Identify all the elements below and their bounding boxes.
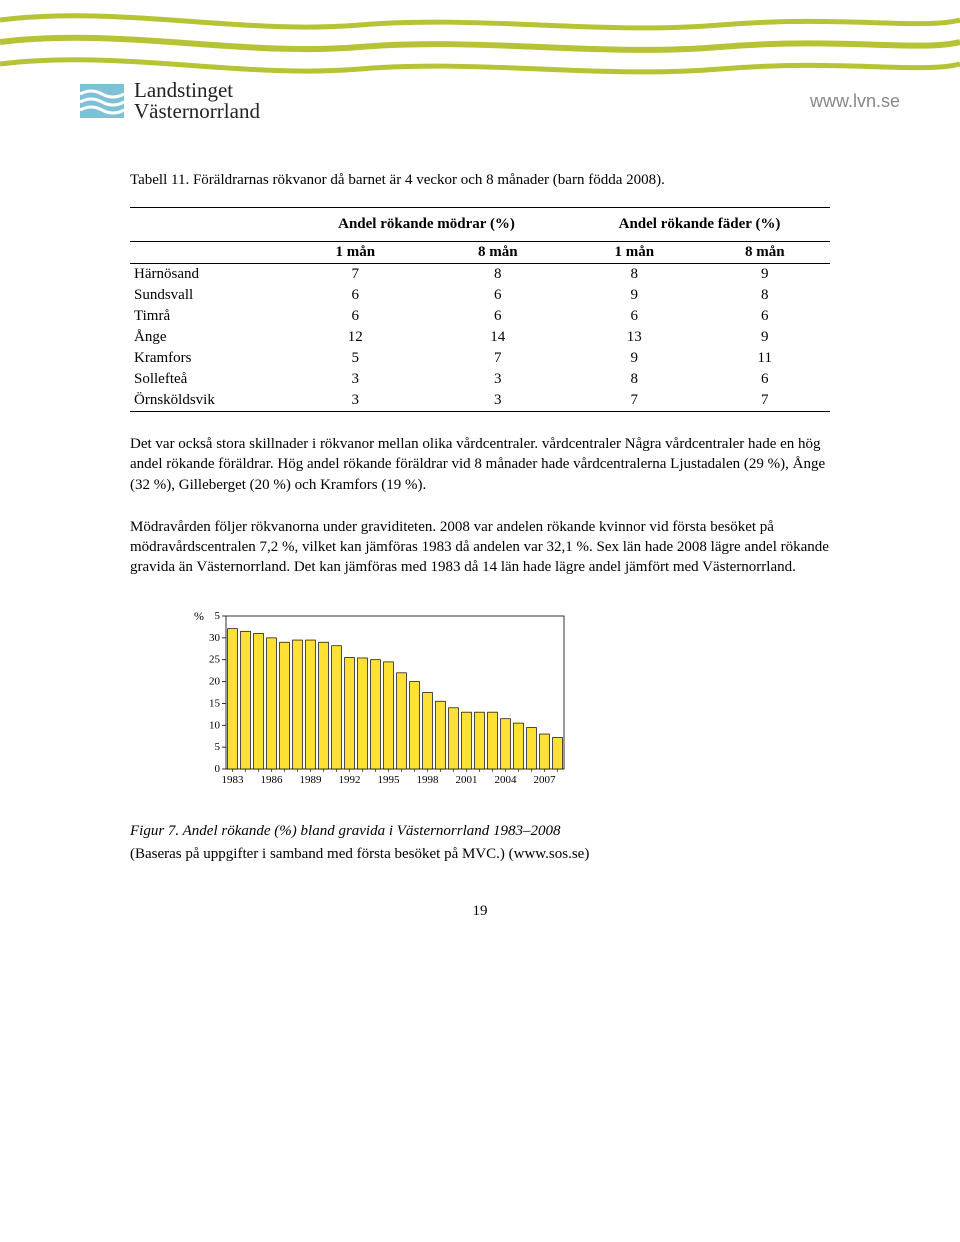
table-row: Örnsköldsvik3377: [130, 390, 830, 412]
table-row: Ånge1214139: [130, 327, 830, 348]
svg-text:10: 10: [209, 719, 221, 731]
cell-m8: 3: [427, 390, 570, 412]
cell-m8: 7: [427, 348, 570, 369]
cell-m8: 6: [427, 306, 570, 327]
org-name-line2: Västernorrland: [134, 101, 260, 122]
table-body: Härnösand7889Sundsvall6698Timrå6666Ånge1…: [130, 264, 830, 412]
cell-m8: 8: [427, 264, 570, 286]
data-table: Andel rökande mödrar (%) Andel rökande f…: [130, 207, 830, 412]
row-label: Ånge: [130, 327, 284, 348]
cell-f8: 9: [700, 264, 830, 286]
cell-m1: 3: [284, 390, 427, 412]
cell-f8: 9: [700, 327, 830, 348]
cell-m1: 5: [284, 348, 427, 369]
table-row: Sollefteå3386: [130, 369, 830, 390]
svg-text:1989: 1989: [300, 774, 323, 786]
cell-f1: 7: [569, 390, 699, 412]
table-header-subcols: 1 mån 8 mån 1 mån 8 mån: [130, 242, 830, 264]
subcol-3: 1 mån: [569, 242, 699, 264]
bar-chart: 0 5 10 15 20 25 30 5% 1983 1986 1989 1992 1995 1998 20…: [190, 608, 610, 793]
svg-text:1995: 1995: [378, 774, 401, 786]
figure-source: (Baseras på uppgifter i samband med förs…: [130, 846, 830, 863]
svg-text:0: 0: [215, 763, 221, 775]
cell-f1: 8: [569, 264, 699, 286]
cell-m8: 6: [427, 285, 570, 306]
svg-text:5: 5: [215, 610, 221, 622]
table-row: Härnösand7889: [130, 264, 830, 286]
page-content: Tabell 11. Föräldrarnas rökvanor då barn…: [0, 122, 960, 960]
page-number: 19: [130, 903, 830, 920]
subcol-4: 8 mån: [700, 242, 830, 264]
svg-text:%: %: [194, 609, 204, 623]
table-row: Kramfors57911: [130, 348, 830, 369]
svg-text:15: 15: [209, 697, 221, 709]
svg-text:1983: 1983: [222, 774, 245, 786]
paragraph-2: Mödravården följer rökvanorna under grav…: [130, 517, 830, 578]
site-url: www.lvn.se: [810, 91, 900, 112]
svg-text:2007: 2007: [534, 774, 557, 786]
svg-text:2004: 2004: [495, 774, 518, 786]
table-caption: Tabell 11. Föräldrarnas rökvanor då barn…: [130, 172, 830, 189]
table-header-groups: Andel rökande mödrar (%) Andel rökande f…: [130, 208, 830, 242]
cell-m1: 12: [284, 327, 427, 348]
subcol-1: 1 mån: [284, 242, 427, 264]
figure-caption: Figur 7. Andel rökande (%) bland gravida…: [130, 823, 830, 840]
cell-f8: 6: [700, 306, 830, 327]
svg-text:2001: 2001: [456, 774, 478, 786]
cell-f1: 6: [569, 306, 699, 327]
cell-f1: 8: [569, 369, 699, 390]
svg-text:30: 30: [209, 631, 221, 643]
row-label: Timrå: [130, 306, 284, 327]
chart-svg: 0 5 10 15 20 25 30 5% 1983 1986 1989 1992 1995 1998 20…: [190, 608, 570, 793]
svg-text:1986: 1986: [261, 774, 284, 786]
cell-m8: 3: [427, 369, 570, 390]
row-label: Sundsvall: [130, 285, 284, 306]
header-waves: [0, 0, 960, 90]
svg-text:5: 5: [215, 741, 221, 753]
cell-m1: 3: [284, 369, 427, 390]
cell-f1: 9: [569, 348, 699, 369]
cell-m8: 14: [427, 327, 570, 348]
row-label: Kramfors: [130, 348, 284, 369]
col-group-mothers: Andel rökande mödrar (%): [284, 208, 569, 242]
table-row: Sundsvall6698: [130, 285, 830, 306]
cell-m1: 7: [284, 264, 427, 286]
cell-f1: 9: [569, 285, 699, 306]
paragraph-1: Det var också stora skillnader i rökvano…: [130, 434, 830, 495]
col-group-fathers: Andel rökande fäder (%): [569, 208, 830, 242]
svg-text:25: 25: [209, 653, 221, 665]
cell-f8: 8: [700, 285, 830, 306]
cell-f1: 13: [569, 327, 699, 348]
cell-f8: 11: [700, 348, 830, 369]
row-label: Örnsköldsvik: [130, 390, 284, 412]
svg-text:1992: 1992: [339, 774, 361, 786]
svg-text:20: 20: [209, 675, 221, 687]
cell-m1: 6: [284, 285, 427, 306]
row-label: Sollefteå: [130, 369, 284, 390]
cell-f8: 7: [700, 390, 830, 412]
svg-text:1998: 1998: [417, 774, 440, 786]
cell-m1: 6: [284, 306, 427, 327]
subcol-2: 8 mån: [427, 242, 570, 264]
table-row: Timrå6666: [130, 306, 830, 327]
row-label: Härnösand: [130, 264, 284, 286]
cell-f8: 6: [700, 369, 830, 390]
